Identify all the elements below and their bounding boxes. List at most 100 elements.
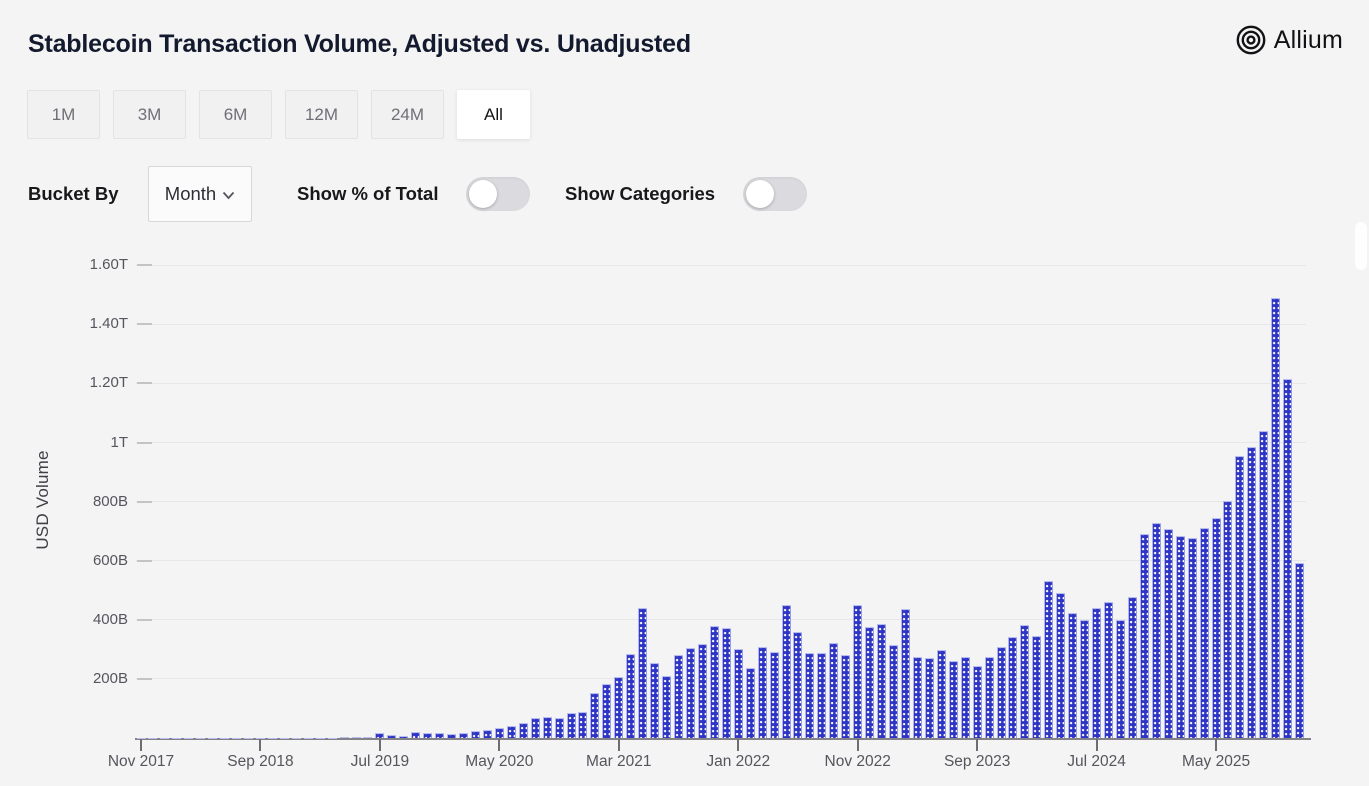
bar-apr-2025[interactable] [1199, 527, 1209, 739]
bar-jul-2020[interactable] [518, 723, 528, 739]
bar-dec-2024[interactable] [1151, 523, 1161, 739]
bar-jun-2021[interactable] [650, 663, 660, 739]
bar-jul-2021[interactable] [662, 675, 672, 739]
bar-apr-2019[interactable] [339, 737, 349, 739]
bar-jan-2018[interactable] [160, 738, 170, 739]
bar-nov-2017[interactable] [136, 738, 146, 739]
bar-nov-2025[interactable] [1283, 379, 1293, 739]
bar-jun-2022[interactable] [793, 631, 803, 739]
bar-dec-2019[interactable] [435, 733, 445, 739]
bar-dec-2022[interactable] [865, 626, 875, 739]
bar-jun-2024[interactable] [1080, 620, 1090, 739]
bar-sep-2021[interactable] [685, 648, 695, 739]
scrollbar-thumb[interactable] [1355, 222, 1367, 270]
bar-apr-2022[interactable] [769, 651, 779, 739]
bar-aug-2024[interactable] [1104, 601, 1114, 739]
bar-oct-2025[interactable] [1271, 298, 1281, 739]
bar-jul-2023[interactable] [948, 660, 958, 739]
bar-oct-2022[interactable] [841, 654, 851, 739]
bar-may-2021[interactable] [638, 608, 648, 739]
range-button-6m[interactable]: 6M [199, 90, 272, 139]
bar-sep-2023[interactable] [972, 666, 982, 739]
bar-feb-2021[interactable] [602, 684, 612, 739]
bar-sep-2025[interactable] [1259, 431, 1269, 739]
bar-jul-2022[interactable] [805, 652, 815, 739]
bar-feb-2020[interactable] [459, 733, 468, 739]
range-button-24m[interactable]: 24M [371, 90, 444, 139]
bar-feb-2022[interactable] [745, 668, 755, 739]
bar-oct-2021[interactable] [697, 644, 707, 739]
bar-jul-2018[interactable] [232, 738, 242, 739]
bar-jun-2023[interactable] [936, 650, 946, 739]
bar-nov-2021[interactable] [709, 625, 719, 739]
bar-feb-2024[interactable] [1032, 635, 1042, 739]
bar-jul-2024[interactable] [1092, 608, 1102, 739]
bar-apr-2018[interactable] [196, 738, 206, 739]
bar-dec-2018[interactable] [291, 737, 301, 739]
bar-dec-2017[interactable] [148, 738, 158, 739]
show-pct-of-total-toggle[interactable] [466, 177, 530, 211]
range-button-3m[interactable]: 3M [113, 90, 186, 139]
bar-jan-2025[interactable] [1163, 528, 1173, 739]
range-button-all[interactable]: All [457, 90, 530, 139]
bar-dec-2023[interactable] [1008, 636, 1018, 739]
bucket-by-dropdown[interactable]: Month [148, 166, 252, 222]
bar-jan-2022[interactable] [733, 649, 743, 739]
bar-sep-2019[interactable] [399, 735, 409, 739]
bar-aug-2019[interactable] [387, 734, 397, 739]
bar-nov-2024[interactable] [1139, 533, 1149, 739]
bar-may-2024[interactable] [1068, 612, 1078, 739]
bar-jan-2020[interactable] [447, 733, 457, 739]
bar-oct-2024[interactable] [1127, 597, 1137, 739]
bar-oct-2018[interactable] [267, 738, 277, 739]
bar-dec-2025[interactable] [1295, 562, 1305, 739]
bar-feb-2023[interactable] [889, 644, 899, 739]
bar-may-2023[interactable] [924, 658, 934, 739]
bar-sep-2018[interactable] [255, 738, 265, 739]
bar-aug-2023[interactable] [960, 656, 970, 739]
bar-feb-2019[interactable] [315, 737, 325, 739]
bar-apr-2024[interactable] [1056, 593, 1066, 739]
bar-jan-2024[interactable] [1020, 625, 1030, 739]
bar-aug-2022[interactable] [817, 652, 827, 739]
bar-jan-2019[interactable] [303, 737, 313, 739]
bar-jan-2021[interactable] [590, 693, 600, 739]
bar-aug-2020[interactable] [530, 718, 540, 739]
bar-oct-2023[interactable] [984, 656, 994, 739]
bar-mar-2020[interactable] [470, 731, 480, 739]
bar-jun-2025[interactable] [1223, 500, 1233, 739]
bar-mar-2023[interactable] [900, 609, 910, 739]
bar-may-2022[interactable] [781, 604, 791, 739]
bar-apr-2023[interactable] [912, 656, 922, 739]
bar-dec-2020[interactable] [578, 712, 588, 739]
bar-mar-2022[interactable] [757, 647, 767, 739]
bar-jul-2025[interactable] [1235, 456, 1245, 739]
bar-sep-2024[interactable] [1115, 620, 1125, 739]
bar-apr-2020[interactable] [482, 729, 492, 739]
bar-nov-2018[interactable] [279, 737, 289, 739]
range-button-12m[interactable]: 12M [285, 90, 358, 139]
bar-oct-2019[interactable] [411, 732, 421, 739]
bar-jun-2019[interactable] [363, 737, 373, 739]
bar-dec-2021[interactable] [721, 628, 731, 739]
bar-feb-2018[interactable] [172, 738, 182, 739]
bar-aug-2021[interactable] [674, 654, 684, 739]
bar-jan-2023[interactable] [877, 624, 887, 739]
bar-may-2018[interactable] [208, 738, 218, 739]
bar-apr-2021[interactable] [626, 653, 636, 739]
bar-jun-2020[interactable] [506, 726, 516, 739]
bar-jun-2018[interactable] [220, 738, 230, 739]
bar-aug-2018[interactable] [244, 738, 253, 739]
bar-may-2025[interactable] [1211, 518, 1221, 739]
bar-feb-2025[interactable] [1175, 536, 1185, 739]
bar-may-2020[interactable] [494, 728, 504, 739]
show-categories-toggle[interactable] [743, 177, 807, 211]
bar-mar-2024[interactable] [1044, 581, 1054, 739]
bar-nov-2023[interactable] [996, 647, 1006, 739]
bar-nov-2019[interactable] [423, 733, 433, 739]
bar-mar-2021[interactable] [614, 677, 624, 739]
bar-aug-2025[interactable] [1247, 447, 1257, 739]
bar-nov-2020[interactable] [566, 713, 576, 739]
bar-oct-2020[interactable] [554, 717, 564, 739]
bar-jul-2019[interactable] [375, 732, 385, 739]
